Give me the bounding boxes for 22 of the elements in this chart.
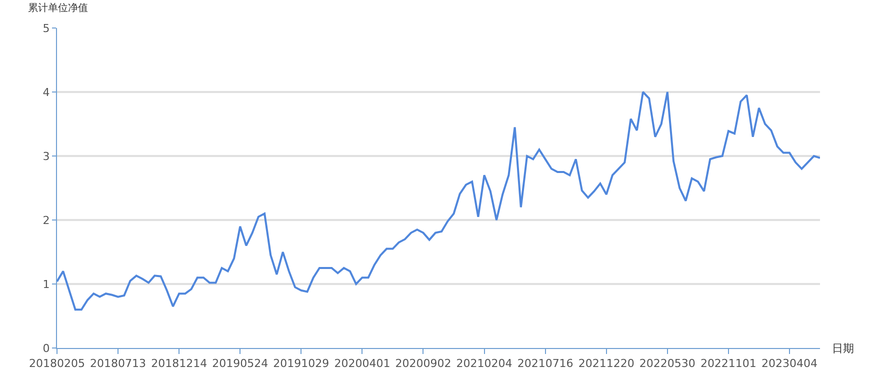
- x-tick-label: 20200401: [334, 357, 390, 370]
- y-tick-label: 5: [42, 22, 50, 35]
- y-axis-title: 累计单位净值: [28, 2, 88, 14]
- x-tick-label: 20211220: [578, 357, 634, 370]
- x-tick-label: 20180205: [29, 357, 85, 370]
- y-tick-label: 2: [42, 214, 50, 227]
- x-tick-label: 20210716: [517, 357, 574, 370]
- y-tick-label: 4: [42, 86, 50, 99]
- x-tick-label: 20230404: [761, 357, 818, 370]
- x-tick-label: 20181214: [151, 357, 208, 370]
- x-tick-label: 20200902: [395, 357, 452, 370]
- x-tick-label: 20210204: [456, 357, 512, 370]
- x-tick-label: 20180713: [90, 357, 146, 370]
- x-tick-label: 20220530: [639, 357, 696, 370]
- y-tick-label: 0: [42, 342, 50, 355]
- x-tick-label: 20190524: [212, 357, 268, 370]
- y-tick-label: 3: [42, 150, 50, 163]
- x-tick-label: 20221101: [700, 357, 756, 370]
- line-series: [57, 91, 820, 311]
- y-tick-label: 1: [42, 278, 50, 291]
- x-tick-label: 20191029: [273, 357, 330, 370]
- x-axis-title: 日期: [832, 342, 854, 355]
